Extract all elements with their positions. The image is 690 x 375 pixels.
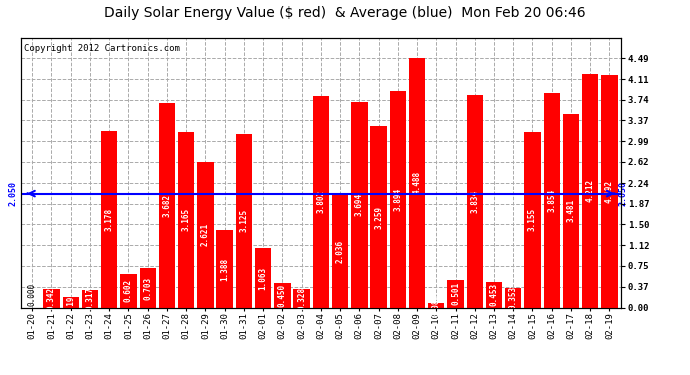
Bar	[178, 132, 195, 308]
Text: 3.802: 3.802	[316, 190, 326, 213]
Bar	[63, 297, 79, 307]
Bar	[139, 268, 156, 308]
Bar	[390, 91, 406, 308]
Text: 0.317: 0.317	[86, 287, 95, 310]
Text: 0.353: 0.353	[509, 286, 518, 309]
Bar	[544, 93, 560, 308]
Bar	[274, 282, 290, 308]
Bar	[505, 288, 522, 308]
Bar	[293, 289, 310, 308]
Text: 3.155: 3.155	[528, 208, 537, 231]
Bar	[43, 288, 59, 308]
Text: 3.178: 3.178	[105, 208, 114, 231]
Text: 3.894: 3.894	[393, 188, 402, 211]
Text: 0.501: 0.501	[451, 282, 460, 305]
Text: 0.703: 0.703	[144, 276, 152, 300]
Text: 3.165: 3.165	[181, 208, 190, 231]
Bar	[313, 96, 329, 308]
Bar	[371, 126, 387, 308]
Bar	[447, 280, 464, 308]
Text: Copyright 2012 Cartronics.com: Copyright 2012 Cartronics.com	[23, 44, 179, 53]
Text: 3.854: 3.854	[547, 189, 556, 212]
Bar	[120, 274, 137, 308]
Bar	[563, 114, 579, 308]
Text: Daily Solar Energy Value ($ red)  & Average (blue)  Mon Feb 20 06:46: Daily Solar Energy Value ($ red) & Avera…	[104, 6, 586, 20]
Bar	[332, 194, 348, 308]
Text: 4.488: 4.488	[413, 171, 422, 194]
Bar	[197, 162, 214, 308]
Text: 0.000: 0.000	[28, 283, 37, 306]
Bar	[82, 290, 98, 308]
Text: 0.450: 0.450	[278, 284, 287, 307]
Text: 2.036: 2.036	[335, 239, 344, 262]
Bar	[255, 249, 271, 308]
Text: 0.342: 0.342	[47, 286, 56, 310]
Text: 2.050: 2.050	[8, 181, 17, 206]
Text: 2.621: 2.621	[201, 223, 210, 246]
Bar	[159, 103, 175, 308]
Text: 1.063: 1.063	[259, 266, 268, 290]
Text: 3.834: 3.834	[471, 189, 480, 213]
Text: 3.481: 3.481	[566, 199, 575, 222]
Bar	[236, 134, 252, 308]
Text: 0.602: 0.602	[124, 279, 133, 302]
Text: 4.212: 4.212	[586, 179, 595, 202]
Text: 3.259: 3.259	[374, 206, 383, 228]
Bar	[466, 94, 483, 308]
Text: 2.050: 2.050	[618, 181, 627, 206]
Text: 0.453: 0.453	[489, 284, 498, 306]
Text: 3.694: 3.694	[355, 194, 364, 216]
Bar	[601, 75, 618, 308]
Bar	[582, 74, 598, 308]
Bar	[409, 58, 425, 308]
Bar	[101, 131, 117, 308]
Bar	[524, 132, 541, 308]
Text: 0.085: 0.085	[432, 294, 441, 317]
Bar	[217, 230, 233, 308]
Text: 4.192: 4.192	[605, 180, 614, 203]
Text: 1.388: 1.388	[220, 257, 229, 280]
Bar	[428, 303, 444, 307]
Text: 0.328: 0.328	[297, 287, 306, 310]
Text: 3.682: 3.682	[162, 194, 171, 217]
Bar	[351, 102, 368, 308]
Text: 3.125: 3.125	[239, 209, 248, 232]
Text: 0.193: 0.193	[66, 291, 75, 314]
Bar	[486, 282, 502, 308]
